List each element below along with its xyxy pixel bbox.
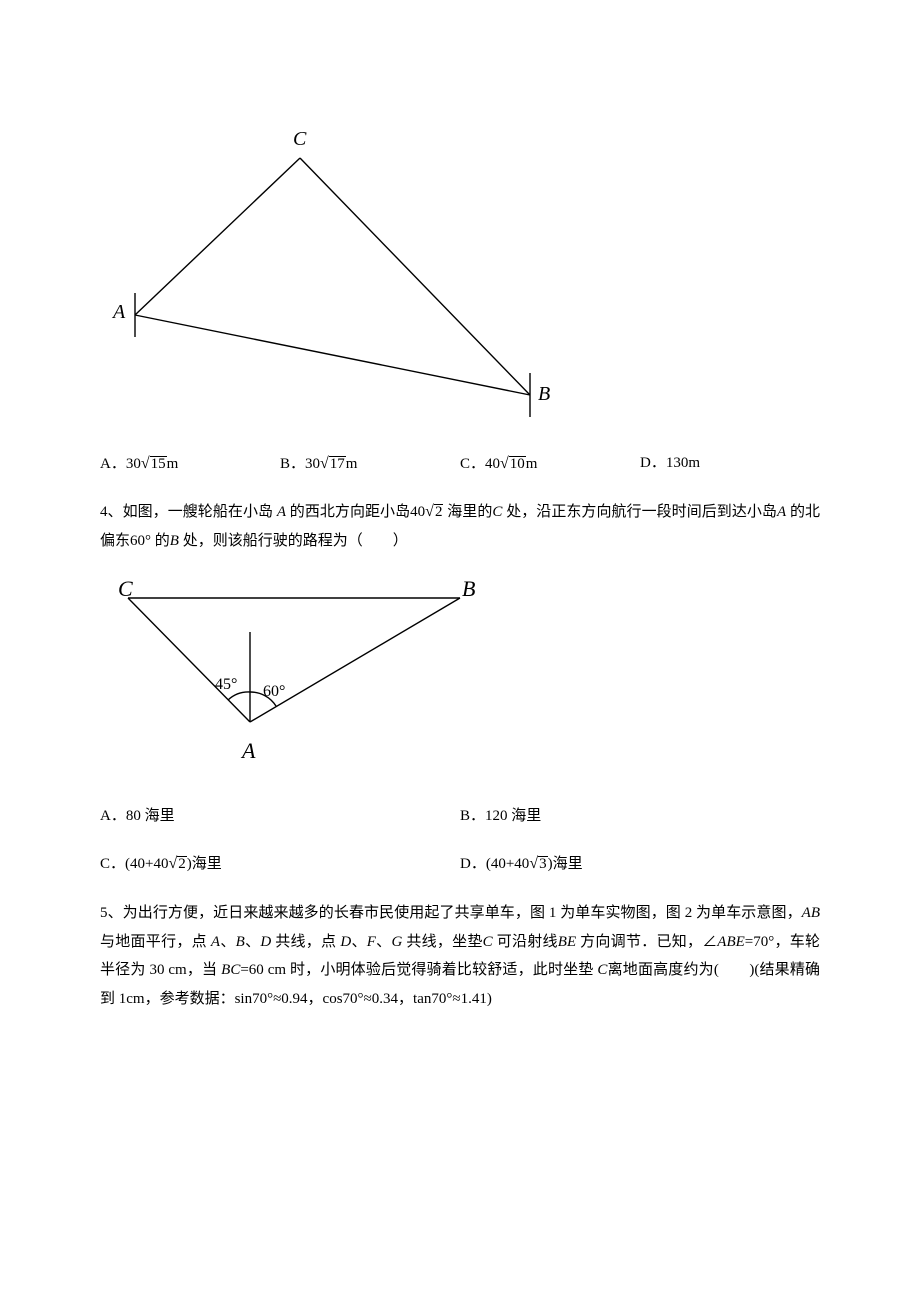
q5-t2: 与地面平行，点 <box>100 934 207 950</box>
q3-choice-a: A．30√15m <box>100 449 280 479</box>
svg-text:A: A <box>111 301 126 323</box>
q5-BE: BE <box>558 934 576 950</box>
q3-diagram: A B C <box>100 120 820 431</box>
svg-text:A: A <box>240 738 256 763</box>
q5-A: A <box>211 934 220 950</box>
q4-A2: A <box>777 504 786 520</box>
q3-c-rad: 10 <box>509 456 526 473</box>
q4-d-pre: (40+40 <box>486 856 529 872</box>
q3-a-unit: m <box>167 456 179 472</box>
q4-t3: 海里的 <box>447 504 492 520</box>
q5-Cp: C <box>597 962 607 978</box>
svg-text:B: B <box>538 383 550 405</box>
q5-t1: 为出行方便，近日来越来越多的长春市民使用起了共享单车，图 1 为单车实物图，图 … <box>123 905 802 921</box>
q5-F: F <box>367 934 376 950</box>
q4-c-pre: (40+40 <box>125 856 168 872</box>
q4-svg: C B A 45° 60° <box>100 574 500 774</box>
q4-choice-c: C．(40+40√2)海里 <box>100 849 460 879</box>
q3-choices: A．30√15m B．30√17m C．40√10m D．130m <box>100 449 820 479</box>
q4-r2: 2 <box>434 504 444 521</box>
q5-ABE: ABE <box>717 934 745 950</box>
svg-text:C: C <box>118 576 133 601</box>
q3-choice-c: C．40√10m <box>460 449 640 479</box>
q5-BC: BC <box>221 962 240 978</box>
q4-num: 4、 <box>100 504 123 520</box>
svg-text:C: C <box>293 128 307 150</box>
svg-text:B: B <box>462 576 475 601</box>
q4-a-text: 80 海里 <box>126 808 175 824</box>
q4-choice-b: B．120 海里 <box>460 802 820 831</box>
q3-a-coef: 30 <box>126 456 141 472</box>
q4-t6: 的 <box>155 533 170 549</box>
q3-b-rad: 17 <box>329 456 346 473</box>
q5-num: 5、 <box>100 905 123 921</box>
q4-d-suf: )海里 <box>548 856 583 872</box>
svg-text:60°: 60° <box>263 683 285 700</box>
q4-t1: 如图，一艘轮船在小岛 <box>123 504 273 520</box>
q5-t5: 可沿射线 <box>497 934 558 950</box>
q5-B: B <box>236 934 245 950</box>
q5-C: C <box>483 934 493 950</box>
q4-c-suf: )海里 <box>187 856 222 872</box>
svg-text:45°: 45° <box>215 676 237 693</box>
q4-diagram: C B A 45° 60° <box>100 574 820 785</box>
q5-AB: AB <box>802 905 820 921</box>
q4-choice-a: A．80 海里 <box>100 802 460 831</box>
q5-t4: 共线，坐垫 <box>406 934 482 950</box>
q3-c-coef: 40 <box>485 456 500 472</box>
q4-choice-d: D．(40+40√3)海里 <box>460 849 820 879</box>
q3-d-text: 130m <box>666 455 700 471</box>
q4-40: 40 <box>410 504 425 520</box>
q3-svg: A B C <box>100 120 580 420</box>
q3-b-coef: 30 <box>305 456 320 472</box>
q5-D: D <box>260 934 271 950</box>
q5-t6: 方向调节．已知，∠ <box>580 934 717 950</box>
q4-t7: 处，则该船行驶的路程为（ ） <box>183 533 408 549</box>
q4-choices-row1: A．80 海里 B．120 海里 <box>100 802 820 831</box>
q4-A: A <box>277 504 286 520</box>
q3-choice-d: D．130m <box>640 449 820 479</box>
q5-t8: =60 cm 时，小明体验后觉得骑着比较舒适，此时坐垫 <box>240 962 593 978</box>
q5-G: G <box>391 934 402 950</box>
q4-b-text: 120 海里 <box>485 808 541 824</box>
q4-choices-row2: C．(40+40√2)海里 D．(40+40√3)海里 <box>100 849 820 879</box>
q4-t2: 的西北方向距小岛 <box>290 504 410 520</box>
q4-d-rad: 3 <box>538 856 548 873</box>
q4-stem: 4、如图，一艘轮船在小岛 A 的西北方向距小岛40√2 海里的C 处，沿正东方向… <box>100 497 820 556</box>
q3-choice-b: B．30√17m <box>280 449 460 479</box>
q3-a-rad: 15 <box>150 456 167 473</box>
q3-c-unit: m <box>526 456 538 472</box>
q4-C: C <box>492 504 502 520</box>
q3-b-unit: m <box>346 456 358 472</box>
q5-stem: 5、为出行方便，近日来越来越多的长春市民使用起了共享单车，图 1 为单车实物图，… <box>100 899 820 1013</box>
q5-t3: 共线，点 <box>275 934 336 950</box>
q5-Dp: D <box>340 934 351 950</box>
q4-t4: 处，沿正东方向航行一段时间后到达小岛 <box>506 504 777 520</box>
q4-B: B <box>170 533 179 549</box>
q4-60: 60° <box>130 533 151 549</box>
q4-c-rad: 2 <box>177 856 187 873</box>
